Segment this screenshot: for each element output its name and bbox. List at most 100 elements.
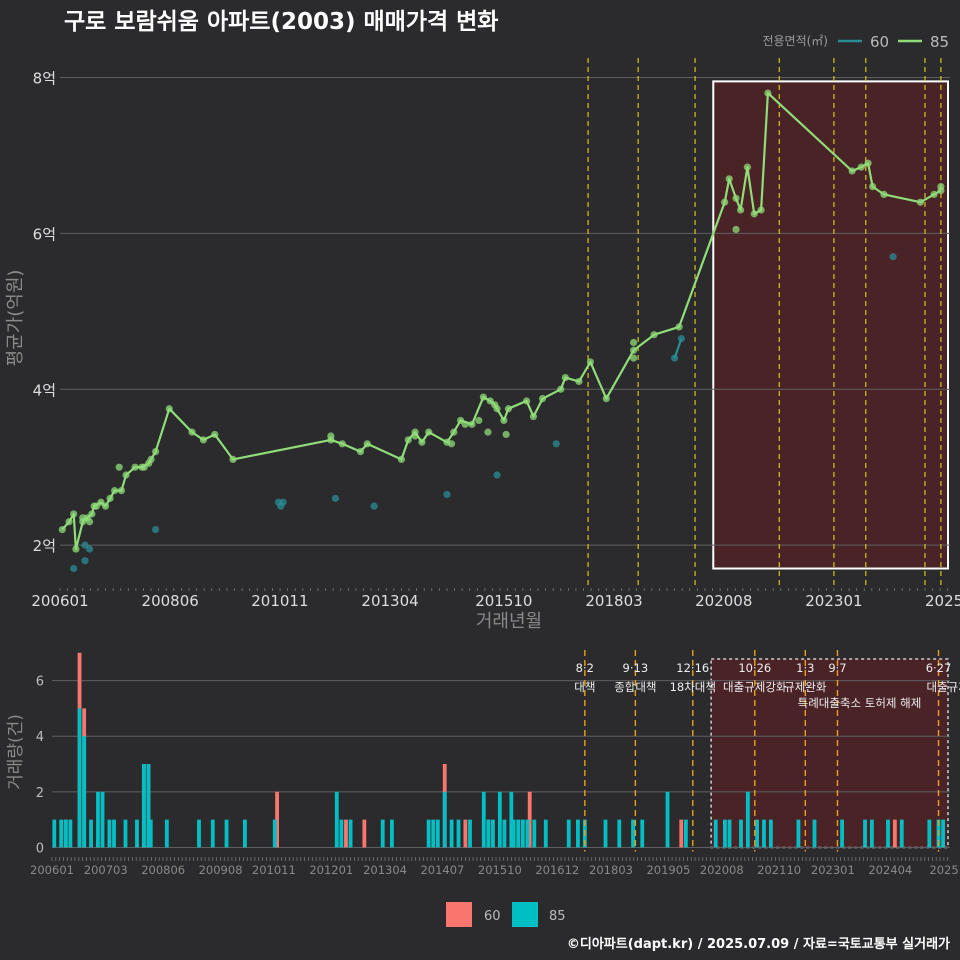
data-point-85 <box>111 486 119 495</box>
data-point-85 <box>468 420 476 428</box>
bottom-x-tick-label: 200908 <box>199 863 243 877</box>
top-y-axis-title: 평균가(억원) <box>5 270 26 367</box>
bottom-legend: 60 85 <box>446 902 566 927</box>
bottom-x-tick-label: 201304 <box>363 863 407 877</box>
policy-event-label: 종합대책 <box>614 680 656 694</box>
data-point-85 <box>764 89 772 97</box>
top-highlight-box <box>712 80 950 570</box>
data-point-85 <box>147 455 155 463</box>
bar-85 <box>135 819 139 848</box>
bar-85 <box>123 819 128 848</box>
bar-85 <box>272 819 277 848</box>
data-point-85 <box>857 163 865 171</box>
bottom-x-tick-label: 201201 <box>309 863 353 877</box>
bar-85 <box>886 819 890 848</box>
data-point-85 <box>538 395 547 403</box>
bottom-x-tick-label: 202404 <box>868 863 912 877</box>
data-point-85 <box>70 510 78 518</box>
bar-85 <box>89 819 93 848</box>
bottom-highlight-region <box>710 658 949 849</box>
data-point-85 <box>106 494 114 502</box>
bottom-legend-label-60: 60 <box>484 909 501 924</box>
bar-85 <box>389 819 394 848</box>
bar-85 <box>665 791 670 848</box>
top-highlight-region <box>712 80 950 570</box>
bar-85 <box>468 819 472 848</box>
bar-85 <box>543 819 548 848</box>
bottom-x-tick-label: 201407 <box>420 863 464 877</box>
policy-date-label: 9·7 <box>828 661 846 675</box>
data-point-85 <box>131 463 139 471</box>
bottom-x-tick-label: 201803 <box>589 863 633 877</box>
bar-85 <box>941 819 946 848</box>
policy-event-label: 18차대책 <box>670 680 716 694</box>
data-point-60 <box>889 253 897 261</box>
bottom-y-tick-label: 6 <box>36 675 44 690</box>
data-point-85 <box>743 163 752 171</box>
data-point-85 <box>864 159 872 167</box>
top-x-axis-title: 거래년월 <box>476 611 542 632</box>
bottom-highlight-box <box>710 658 949 849</box>
bar-85 <box>511 819 516 848</box>
data-point-85 <box>122 471 130 479</box>
data-point-85 <box>211 430 219 439</box>
data-point-85 <box>561 373 569 382</box>
bar-85 <box>210 819 215 848</box>
bar-85 <box>869 819 874 848</box>
data-point-85 <box>586 358 594 366</box>
policy-date-label: 9·13 <box>623 661 649 675</box>
bar-85 <box>96 791 100 848</box>
bottom-y-tick-label: 2 <box>36 786 44 801</box>
top-x-tick-label: 200806 <box>142 592 199 610</box>
top-x-tick-label: 201510 <box>475 592 532 610</box>
bar-85 <box>146 764 151 848</box>
data-point-60 <box>85 545 94 553</box>
bar-85 <box>576 819 580 848</box>
data-point-85 <box>152 448 160 456</box>
data-point-85 <box>65 518 73 526</box>
bar-85 <box>762 819 766 848</box>
bar-85 <box>566 819 571 848</box>
bar-60 <box>527 791 532 848</box>
bar-85 <box>68 819 73 848</box>
legend-label-60: 60 <box>870 33 889 51</box>
bottom-x-tick-label: 202301 <box>811 863 855 877</box>
bar-85 <box>449 819 454 848</box>
data-point-85 <box>397 455 406 463</box>
data-point-60 <box>81 557 89 565</box>
top-x-tick-label: 201011 <box>251 592 308 610</box>
bar-85 <box>745 791 750 848</box>
bar-85 <box>456 819 461 848</box>
top-x-tick-label: 202301 <box>805 592 862 610</box>
data-point-85 <box>88 510 96 518</box>
data-point-85 <box>880 190 888 198</box>
policy-date-label: 8·2 <box>576 661 594 675</box>
bottom-x-tick-label: 200601 <box>30 863 74 877</box>
bottom-axis: 200601 200703 200806 200908 201011 201201 2013… <box>30 857 959 877</box>
bottom-y-tick-label: 0 <box>36 841 44 856</box>
data-point-85 <box>115 463 123 471</box>
bar-85 <box>197 819 201 848</box>
data-point-60 <box>331 494 340 502</box>
policy-date-label: 10·26 <box>738 661 771 675</box>
data-point-85 <box>725 175 733 183</box>
bar-85 <box>486 819 491 848</box>
data-point-85 <box>502 430 510 439</box>
data-point-85 <box>411 432 419 440</box>
data-point-85 <box>500 416 508 425</box>
data-point-85 <box>869 183 877 191</box>
bar-85 <box>224 819 229 848</box>
legend-title: 전용면적(㎡) <box>762 34 828 48</box>
bar-85 <box>141 764 146 848</box>
data-point-85 <box>557 385 565 393</box>
data-point-85 <box>493 405 501 413</box>
data-point-85 <box>229 455 237 463</box>
bar-85 <box>82 736 87 848</box>
data-point-85 <box>937 183 945 191</box>
bar-60 <box>344 819 348 848</box>
bottom-legend-swatch-60 <box>446 902 472 927</box>
data-point-85 <box>848 167 856 175</box>
bar-85 <box>52 819 57 848</box>
bar-60 <box>679 819 684 848</box>
bar-85 <box>631 819 635 848</box>
